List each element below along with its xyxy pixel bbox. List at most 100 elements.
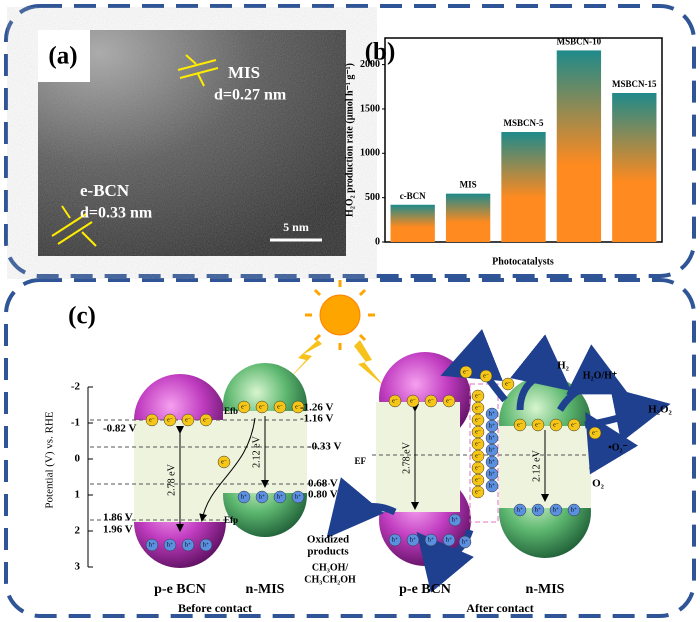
electron-label: e⁻ (475, 489, 481, 495)
electron (388, 394, 402, 408)
y-tick-label: 1 (75, 489, 81, 501)
electron (145, 413, 159, 427)
diagram-label: n-MIS (246, 582, 285, 597)
hole (424, 533, 438, 547)
hole (549, 503, 563, 517)
bar (556, 50, 602, 243)
electron-label: e⁻ (392, 398, 398, 404)
diagram-label: EF (354, 456, 366, 466)
transfer-arrow (199, 417, 256, 522)
hole-label: h⁺ (277, 493, 283, 500)
hole-label: h⁺ (489, 470, 495, 477)
electron-label: e⁻ (463, 369, 469, 375)
hole (406, 533, 420, 547)
hole-label: h⁺ (517, 506, 523, 513)
diagram-label: p-e BCN (399, 582, 451, 597)
hole (255, 490, 269, 504)
bar (390, 204, 435, 242)
hole-label: h⁺ (489, 410, 495, 417)
category-label: MSBCN-5 (504, 118, 544, 128)
electron (255, 400, 269, 414)
diagram-label: After contact (466, 601, 533, 615)
diagram-label: n-MIS (526, 582, 565, 597)
electron (531, 418, 545, 432)
electron (217, 455, 231, 469)
hole-label: h⁺ (203, 541, 209, 548)
electron-label: e⁻ (553, 422, 559, 428)
y-tick-label: -2 (71, 381, 81, 393)
electron (291, 400, 305, 414)
hole (145, 538, 159, 552)
hole (448, 513, 462, 527)
panel-label: (c) (68, 303, 96, 330)
y-tick-label: 2 (75, 525, 81, 537)
electron-label: e⁻ (475, 441, 481, 447)
hole-label: h⁺ (489, 434, 495, 441)
electron-label: e⁻ (517, 422, 523, 428)
diagram-label: 0.80 V (308, 489, 338, 501)
hole (163, 538, 177, 552)
diagram-label: Efb (224, 406, 238, 416)
x-axis-label: Photocatalysts (492, 256, 554, 267)
hole (513, 503, 527, 517)
electron (549, 418, 563, 432)
diagram-label: Efp (224, 515, 238, 525)
mis-label: MIS (228, 63, 260, 82)
diagram-label: H₂O₂ (648, 404, 672, 416)
y-tick-label: 2000 (360, 59, 380, 70)
electron (567, 418, 581, 432)
electron-label: e⁻ (475, 453, 481, 459)
y-tick-label: 500 (365, 192, 380, 203)
electron-label: e⁻ (295, 404, 301, 410)
diagram-label: •O₂⁻ (608, 442, 628, 453)
hole-label: h⁺ (446, 536, 452, 543)
diagram-label: -1.16 V (300, 413, 333, 425)
reaction-arrows (326, 329, 671, 593)
panel-label: (a) (48, 43, 77, 70)
gap-label: 2.12 eV (531, 449, 542, 481)
electron-label: e⁻ (277, 404, 283, 410)
hole (567, 503, 581, 517)
bar (612, 92, 657, 242)
hole-label: h⁺ (571, 506, 577, 513)
electron (163, 413, 177, 427)
hole-label: h⁺ (295, 493, 301, 500)
diagram-label: -1.26 V (300, 402, 333, 414)
electron-label: e⁻ (428, 398, 434, 404)
electron (479, 369, 493, 383)
diagram-label: products (307, 546, 349, 558)
diagram-label: -0.82 V (103, 423, 136, 435)
category-label: c-BCN (400, 191, 426, 201)
hole (237, 490, 251, 504)
y-tick-label: 3 (75, 561, 81, 573)
electron (588, 426, 602, 440)
electron-label: e⁻ (149, 417, 155, 423)
hole (199, 538, 213, 552)
electron-label: e⁻ (475, 477, 481, 483)
hole-label: h⁺ (259, 493, 265, 500)
hole-label: h⁺ (167, 541, 173, 548)
diagram-label: 1.96 V (103, 524, 133, 536)
bcn-label: e-BCN (80, 181, 130, 200)
electron-label: e⁻ (446, 398, 452, 404)
electron-label: e⁻ (167, 417, 173, 423)
hole-label: h⁺ (185, 541, 191, 548)
electron-label: e⁻ (221, 459, 227, 465)
interface (469, 383, 499, 523)
hole-label: h⁺ (489, 458, 495, 465)
hole-label: h⁺ (149, 541, 155, 548)
electron-label: e⁻ (241, 404, 247, 410)
hole-label: h⁺ (489, 446, 495, 453)
gap-label: 2.78 eV (401, 441, 412, 473)
bar (501, 132, 546, 242)
electron (273, 400, 287, 414)
hole-label: h⁺ (462, 538, 468, 545)
diagram-label: Before contact (178, 601, 252, 615)
electron (424, 394, 438, 408)
bar (445, 193, 491, 242)
category-label: MIS (460, 180, 477, 190)
y-tick-label: -1 (71, 417, 80, 429)
hole (442, 533, 456, 547)
hole-label: h⁺ (489, 422, 495, 429)
